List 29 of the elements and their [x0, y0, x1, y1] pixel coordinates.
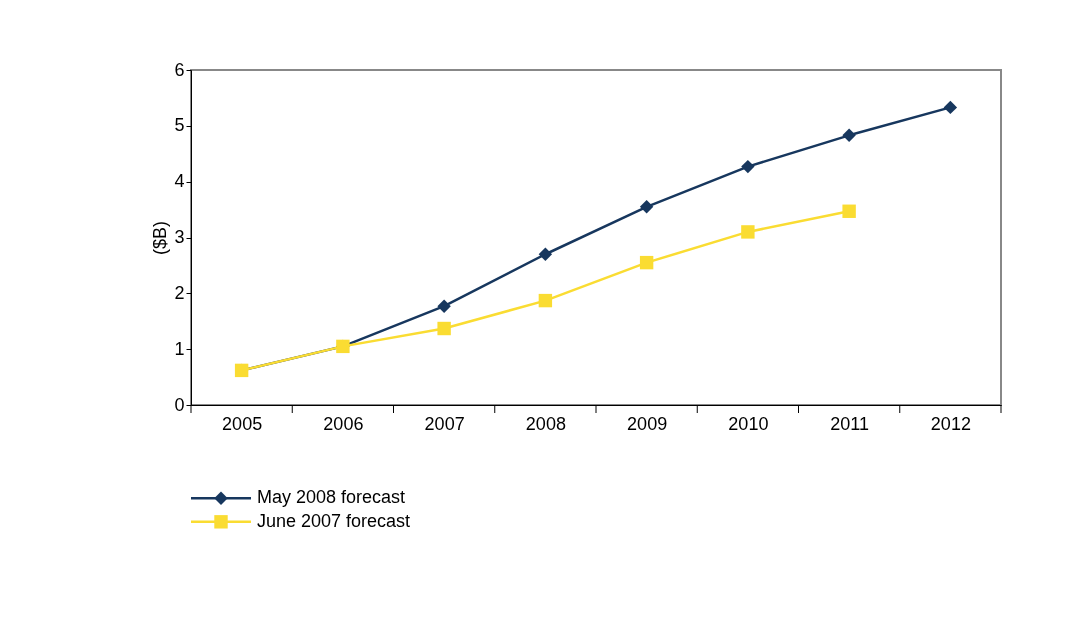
x-tick-label: 2011: [830, 413, 869, 434]
y-tick-label: 4: [174, 171, 185, 192]
point: [437, 321, 451, 336]
x-tick-label: 2008: [525, 413, 566, 434]
y-tick-label: 5: [174, 115, 185, 136]
point: [639, 200, 654, 214]
point: [943, 100, 958, 115]
legend-label: May 2008 forecast: [257, 487, 406, 508]
point: [741, 159, 755, 174]
point: [639, 255, 654, 270]
y-tick-label: 1: [174, 338, 185, 359]
y-tick-label: 2: [174, 282, 185, 303]
x-tick-label: 2005: [222, 413, 263, 434]
y-tick-label: 6: [174, 59, 185, 80]
point: [437, 299, 451, 313]
x-tick-label: 2009: [627, 413, 668, 434]
point: [741, 225, 755, 239]
point: [842, 128, 856, 143]
point: [538, 247, 553, 261]
legend-label: June 2007 forecast: [257, 510, 411, 531]
y-axis-title: ($B): [150, 220, 171, 256]
point: [842, 204, 856, 218]
y-tick-label: 0: [174, 394, 185, 415]
point: [538, 293, 553, 308]
x-tick-label: 2006: [323, 413, 364, 434]
x-tick-label: 2007: [424, 413, 465, 434]
y-tick-label: 3: [174, 227, 185, 247]
x-tick-label: 2012: [930, 413, 971, 434]
x-tick-label: 2010: [728, 413, 769, 434]
